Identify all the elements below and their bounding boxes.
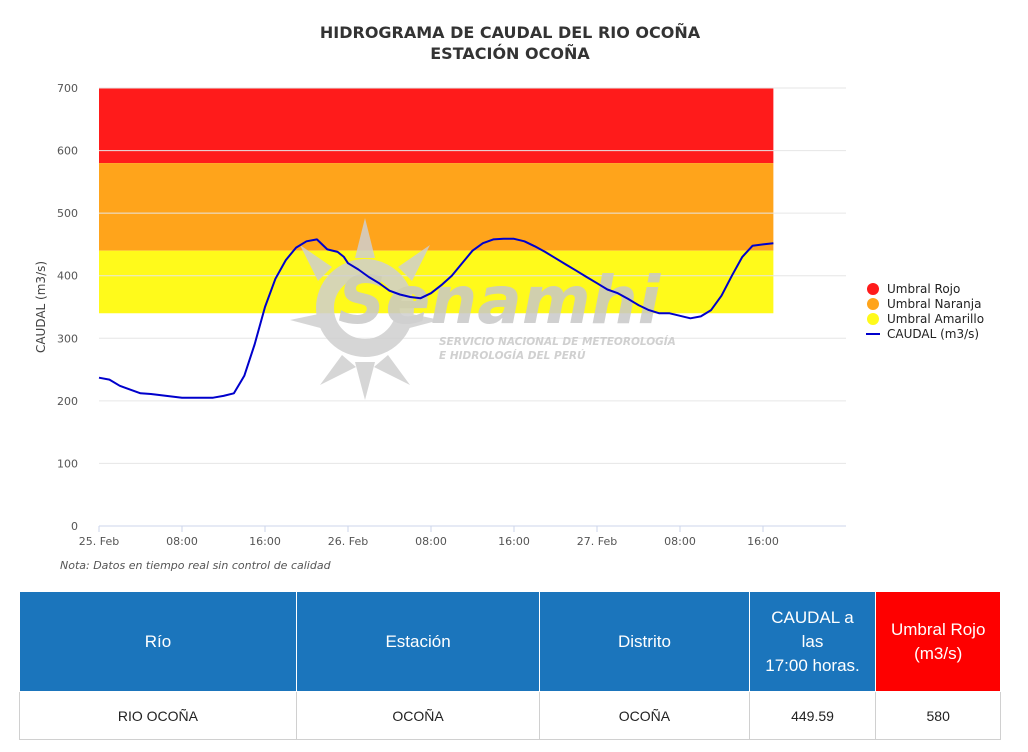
- hydrograph-chart: HIDROGRAMA DE CAUDAL DEL RIO OCOÑA ESTAC…: [34, 23, 984, 572]
- band-umbral-rojo: [99, 88, 774, 164]
- y-tick-label: 0: [71, 520, 78, 533]
- header-umbral-line1: Umbral Rojo: [890, 619, 986, 639]
- legend-dot-icon: [867, 298, 879, 310]
- x-tick-label: 08:00: [166, 535, 198, 548]
- x-axis-ticks: 25. Feb 08:00 16:00 26. Feb 08:00 16:00 27. Fe…: [79, 526, 779, 548]
- threshold-bands: [99, 88, 774, 314]
- y-axis-label: CAUDAL (m3/s): [34, 261, 48, 353]
- header-caudal-line2: las: [801, 631, 824, 651]
- y-tick-label: 200: [57, 395, 78, 408]
- header-estacion: Estación: [295, 591, 541, 692]
- station-table: Río Estación Distrito CAUDAL a las 17:00…: [19, 591, 1001, 740]
- header-caudal-line1: CAUDAL a: [771, 607, 854, 627]
- y-axis-ticks: 0 100 200 300 400 500 600 700: [57, 82, 78, 533]
- grid-lines: [99, 87, 846, 464]
- chart-subtitle: ESTACIÓN OCOÑA: [430, 44, 590, 63]
- y-tick-label: 700: [57, 82, 78, 95]
- sun-logo-icon: [290, 218, 440, 400]
- legend-dot-icon: [867, 283, 879, 295]
- cell-caudal: 449.59: [748, 691, 877, 740]
- legend-item[interactable]: Umbral Rojo: [867, 282, 960, 296]
- cell-estacion: OCOÑA: [295, 691, 541, 740]
- y-tick-label: 600: [57, 145, 78, 158]
- series-line-caudal: [98, 237, 774, 399]
- x-tick-label: 26. Feb: [328, 535, 368, 548]
- band-umbral-amarillo: [99, 250, 774, 314]
- legend-label: Umbral Amarillo: [887, 312, 984, 326]
- table-header-row: Río Estación Distrito CAUDAL a las 17:00…: [19, 591, 1001, 692]
- y-tick-label: 300: [57, 332, 78, 345]
- header-rio: Río: [19, 591, 297, 692]
- y-tick-label: 400: [57, 270, 78, 283]
- legend-label: CAUDAL (m3/s): [887, 327, 979, 341]
- legend-dot-icon: [867, 313, 879, 325]
- header-caudal-line3: 17:00 horas.: [765, 655, 860, 675]
- y-tick-label: 100: [57, 457, 78, 470]
- x-tick-label: 08:00: [664, 535, 696, 548]
- header-umbral-line2: (m3/s): [914, 643, 963, 663]
- chart-title: HIDROGRAMA DE CAUDAL DEL RIO OCOÑA: [320, 23, 701, 42]
- quality-note: Nota: Datos en tiempo real sin control d…: [60, 559, 332, 572]
- watermark-line1: SERVICIO NACIONAL DE METEOROLOGÍA: [439, 335, 676, 348]
- x-tick-label: 16:00: [747, 535, 779, 548]
- x-tick-label: 16:00: [249, 535, 281, 548]
- band-umbral-naranja: [99, 163, 774, 251]
- legend-item[interactable]: Umbral Amarillo: [867, 312, 984, 326]
- cell-rio: RIO OCOÑA: [19, 691, 297, 740]
- header-distrito: Distrito: [539, 591, 750, 692]
- table-row: RIO OCOÑA OCOÑA OCOÑA 449.59 580: [19, 691, 1001, 740]
- legend-item[interactable]: Umbral Naranja: [867, 297, 981, 311]
- legend-item[interactable]: CAUDAL (m3/s): [866, 327, 979, 341]
- senamhi-watermark: Senamhi SERVICIO NACIONAL DE METEOROLOGÍ…: [290, 218, 676, 400]
- x-tick-label: 16:00: [498, 535, 530, 548]
- header-caudal: CAUDAL a las 17:00 horas.: [748, 591, 877, 692]
- watermark-brand: Senamhi: [338, 262, 662, 339]
- x-tick-label: 27. Feb: [577, 535, 617, 548]
- cell-umbral: 580: [875, 691, 1001, 740]
- legend-label: Umbral Rojo: [887, 282, 960, 296]
- header-umbral-rojo: Umbral Rojo (m3/s): [875, 591, 1001, 692]
- legend-label: Umbral Naranja: [887, 297, 981, 311]
- x-tick-label: 25. Feb: [79, 535, 119, 548]
- watermark-line2: E HIDROLOGÍA DEL PERÚ: [439, 349, 586, 362]
- cell-distrito: OCOÑA: [539, 691, 750, 740]
- y-tick-label: 500: [57, 207, 78, 220]
- x-tick-label: 08:00: [415, 535, 447, 548]
